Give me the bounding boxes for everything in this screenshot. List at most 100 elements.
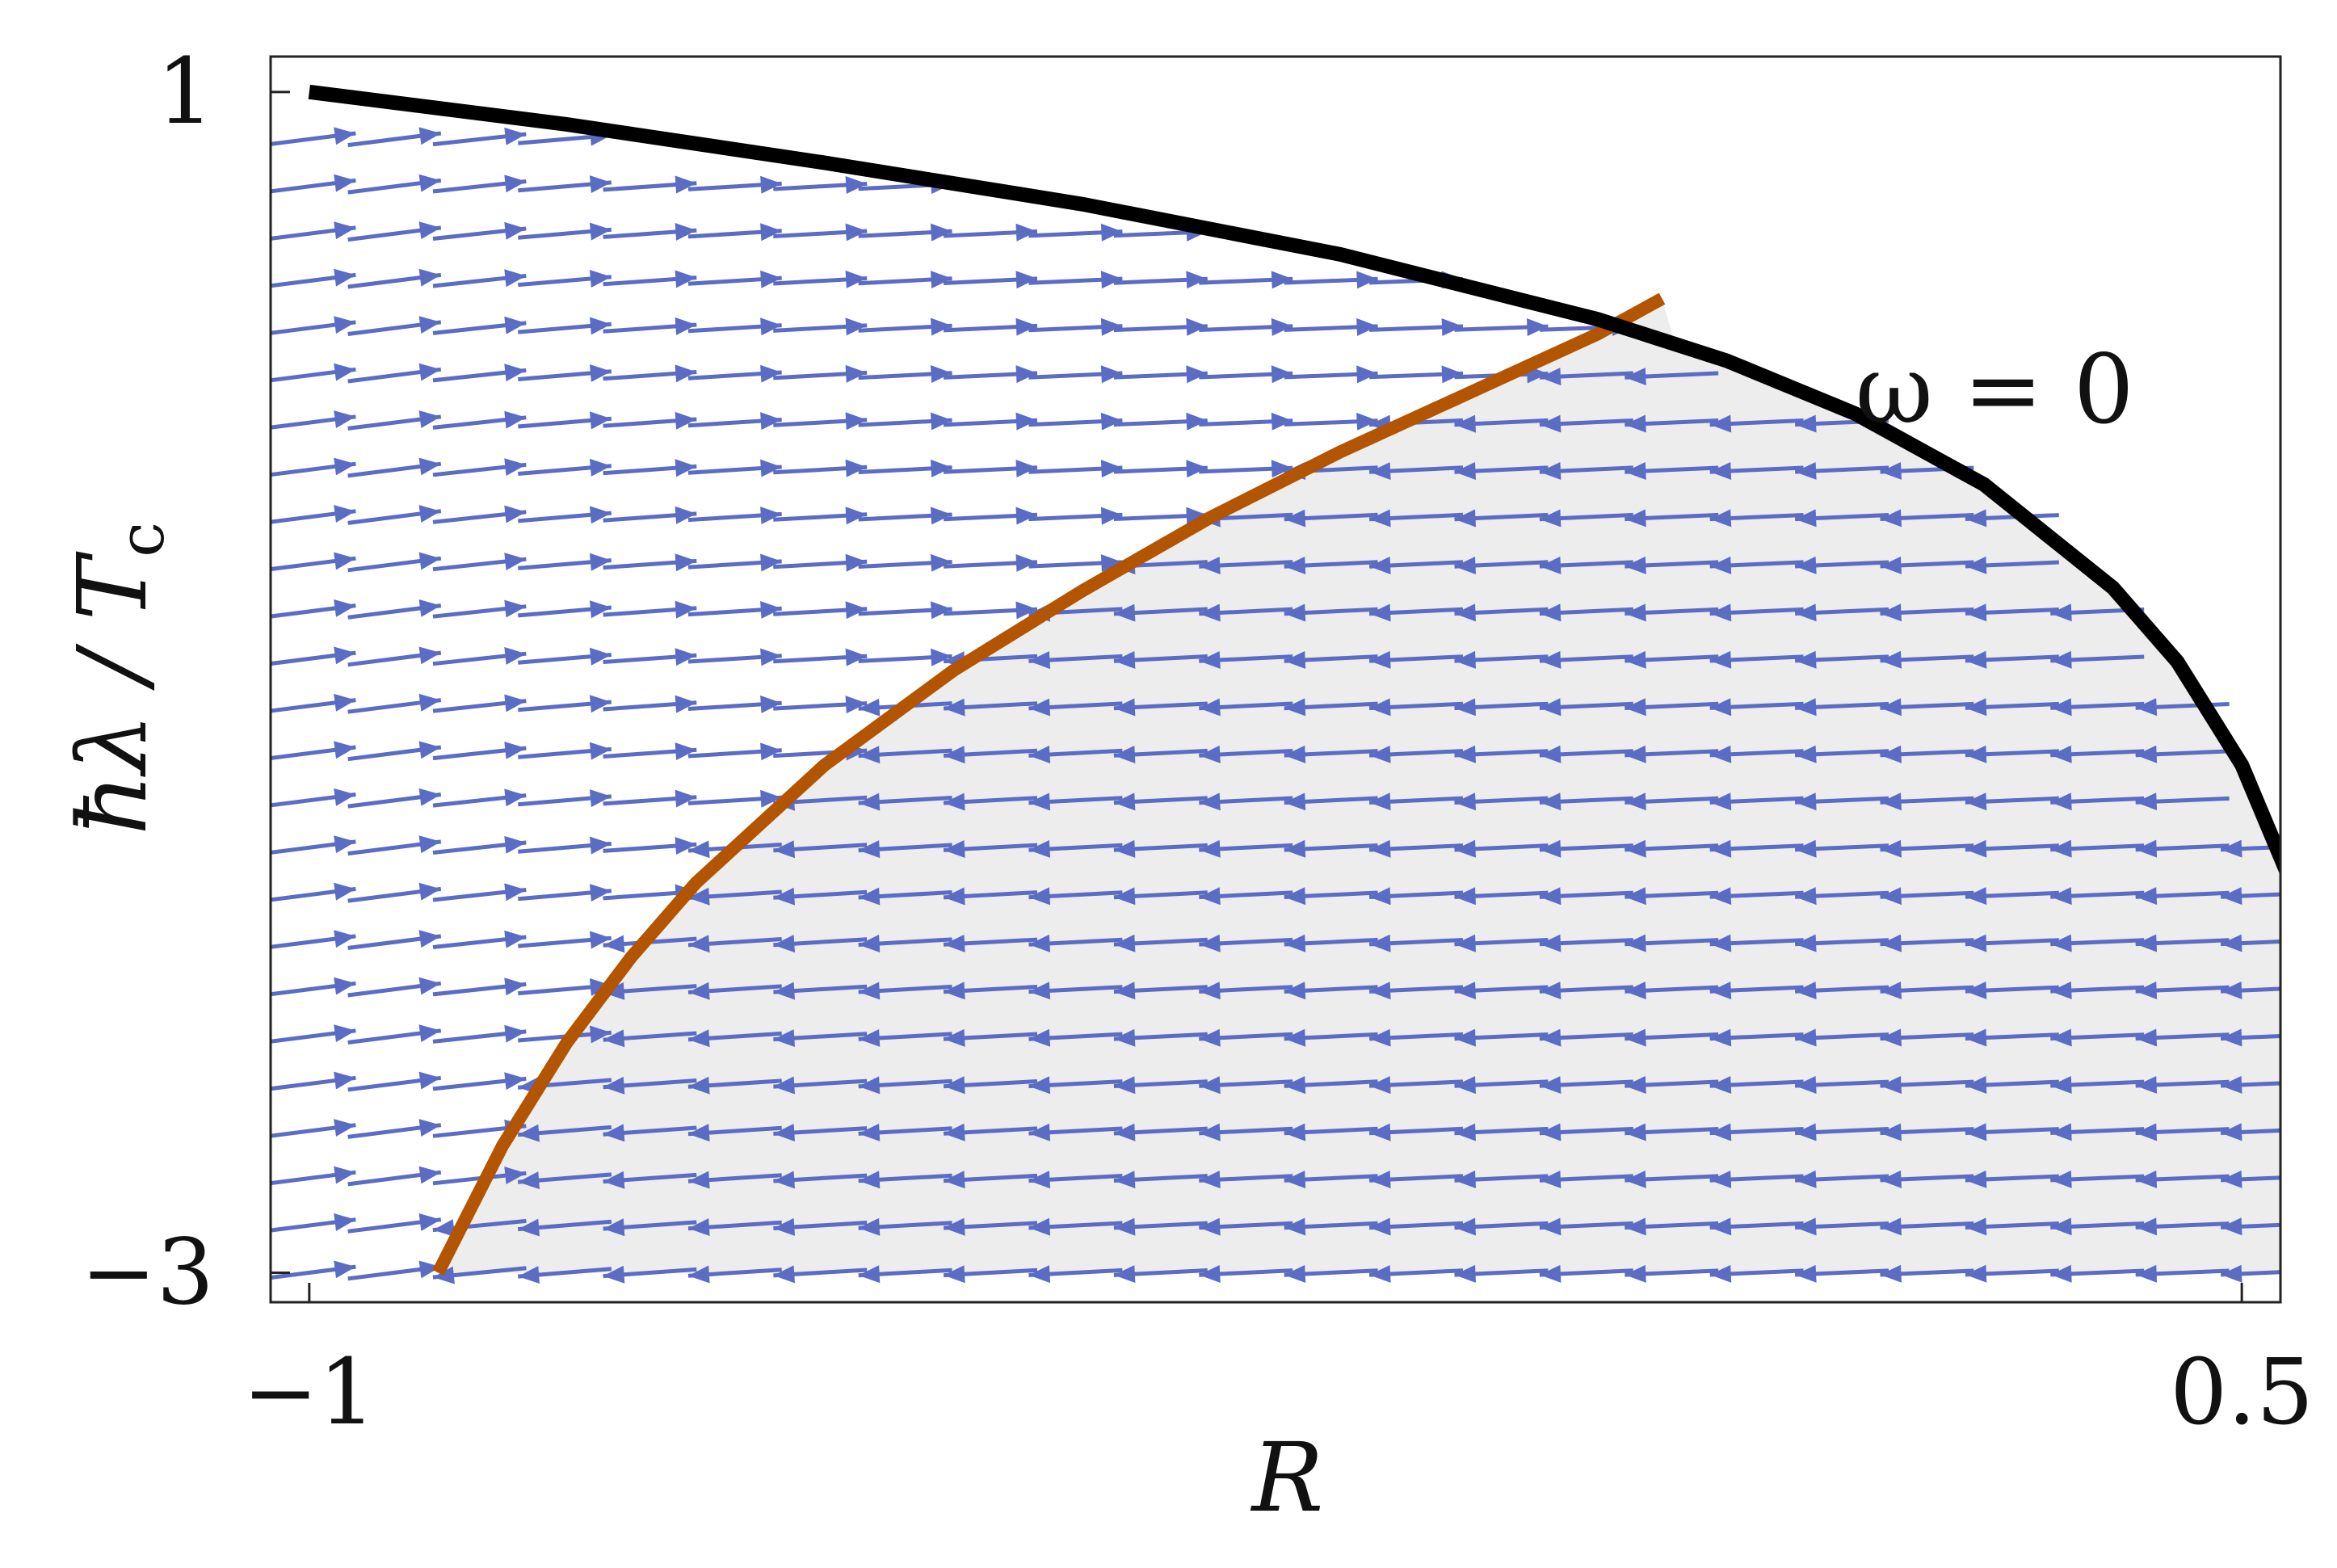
vector-arrowhead [1795,745,1817,763]
vector-arrowhead [1113,1171,1136,1189]
vector-arrowhead [1539,414,1562,433]
vector-arrowhead [418,1119,441,1137]
vector-arrowhead [1113,934,1136,952]
vector-arrowhead [418,646,441,665]
vector-arrowhead [1284,1076,1306,1095]
vector-arrowhead [2050,698,2072,717]
vector-arrowhead [1454,745,1476,763]
vector-arrowhead [1880,745,1902,763]
vector-arrowhead [931,317,952,336]
vector-arrowhead [944,746,965,764]
vector-arrowhead [334,977,356,995]
vector-arrowhead [1028,1217,1051,1236]
vector-arrowhead [1795,1123,1817,1141]
vector-arrowhead [1454,839,1476,858]
vector-arrowhead [2135,1123,2158,1141]
y-axis-label: ħλ / Tc [57,522,179,835]
vector-arrowhead [944,1123,965,1141]
vector-arrowhead [418,410,441,428]
vector-arrowhead [760,317,782,336]
vector-arrowhead [1369,887,1391,906]
vector-arrowhead [1625,839,1646,858]
vector-arrowhead [1028,746,1051,763]
vector-arrowhead [845,317,868,336]
vector-arrowhead [334,646,356,665]
vector-arrowhead [1369,603,1391,622]
vector-arrowhead [1880,839,1902,858]
vector-arrowhead [1284,509,1306,528]
vector-arrowhead [2050,1076,2072,1094]
vector-arrowhead [931,459,952,477]
vector-arrowhead [1015,460,1037,477]
vector-arrowhead [1369,557,1391,574]
vector-arrowhead [931,365,952,383]
vector-arrowhead [2050,1217,2072,1236]
vector-arrowhead [334,174,356,192]
vector-arrowhead [1199,651,1221,669]
stable-region-fill [438,298,2280,1273]
vector-arrowhead [675,364,697,383]
vector-arrowhead [418,221,441,240]
vector-arrowhead [1454,650,1476,669]
shaded-region [438,298,2280,1273]
vector-arrowhead [688,1076,710,1095]
vector-arrowhead [845,507,868,525]
vector-arrowhead [334,410,356,428]
vector-arrowhead [688,935,710,953]
vector-arrowhead [1795,887,1817,906]
vector-arrowhead [603,1029,625,1048]
vector-arrowhead [334,221,356,240]
vector-arrowhead [1965,934,1987,952]
vector-arrowhead [688,887,710,906]
vector-arrowhead [858,1029,881,1047]
vector-arrowhead [1709,745,1732,763]
vector-arrowhead [2221,1075,2242,1094]
vector-arrowhead [2135,1170,2158,1188]
vector-arrowhead [1625,934,1646,952]
vector-arrowhead [944,1171,965,1189]
vector-arrowhead [1965,1217,1987,1236]
vector-arrowhead [1625,650,1646,669]
vector-arrowhead [2221,887,2242,906]
vector-arrowhead [1454,792,1476,811]
vector-arrowhead [432,1219,455,1237]
vector-arrowhead [2050,603,2072,622]
vector-arrowhead [1539,698,1562,717]
vector-arrowhead [1284,698,1306,717]
vector-arrowhead [688,1124,710,1142]
vector-arrowhead [2135,887,2158,906]
vector-arrowhead [334,552,356,570]
vector-arrowhead [1100,223,1123,242]
vector-arrowhead [1113,1265,1136,1284]
vector-arrowhead [334,599,356,617]
vector-arrowhead [1709,698,1732,717]
vector-arrowhead [1284,1265,1306,1283]
vector-arrowhead [1965,650,1987,669]
vector-arrowhead [1539,368,1562,386]
vector-arrowhead [675,600,697,619]
vector-arrowhead [944,840,965,858]
vector-arrowhead [418,457,441,476]
vector-arrowhead [1028,1265,1051,1284]
vector-arrowhead [2135,839,2158,858]
vector-arrowhead [1539,887,1562,906]
vector-arrowhead [760,412,782,431]
vector-arrowhead [418,505,441,523]
vector-arrowhead [1625,368,1646,386]
vector-arrowhead [1015,317,1037,336]
omega-zero-boundary-curve [308,84,2280,876]
vector-arrowhead [675,223,697,241]
vector-arrowhead [1113,982,1136,1000]
vector-arrowhead [675,789,697,808]
vector-arrowhead [760,507,782,524]
vector-arrowhead [1028,887,1051,906]
vector-arrowhead [1880,982,1902,999]
vector-arrowhead [1625,698,1646,717]
vector-arrowhead [760,223,782,242]
vector-arrowhead [1028,1171,1051,1189]
vector-arrowhead [1454,1028,1476,1047]
vector-arrowhead [1271,412,1293,431]
vector-arrowhead [1199,698,1221,717]
vector-arrowhead [1625,1028,1646,1047]
vector-arrowhead [2135,1217,2158,1236]
